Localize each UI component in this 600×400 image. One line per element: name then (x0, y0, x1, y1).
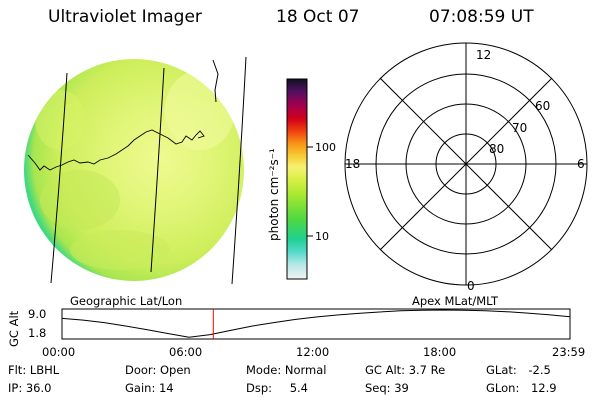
geographic-label: Geographic Lat/Lon (70, 294, 182, 308)
coastline (27, 129, 205, 171)
uv-image-disk (24, 59, 244, 281)
colorbar (286, 78, 313, 280)
time-label: 07:08:59 UT (429, 7, 534, 27)
info-dsp: Dsp: 5.4 (246, 381, 308, 395)
info-glat: GLat: -2.5 (486, 363, 551, 377)
polar-lat-60: 60 (535, 99, 550, 113)
date-label: 18 Oct 07 (276, 7, 360, 27)
info-ip: IP: 36.0 (8, 381, 52, 395)
altitude-ytick-low: 1.8 (28, 326, 46, 340)
polar-label-0: 0 (467, 279, 475, 293)
altitude-curve (61, 309, 571, 338)
info-door: Door: Open (125, 363, 191, 377)
xtick-0600: 06:00 (169, 345, 202, 359)
longitude-lines (50, 56, 247, 285)
info-glon: GLon: 12.9 (486, 381, 557, 395)
polar-label-6: 6 (577, 157, 585, 171)
polar-lat-80: 80 (489, 142, 504, 156)
colorbar-unit-label: photon cm⁻²s⁻¹ (267, 148, 281, 241)
polar-label-18: 18 (345, 157, 360, 171)
xtick-1800: 18:00 (423, 345, 456, 359)
colorbar-tick-10: 10 (315, 230, 329, 243)
altitude-ylabel: GC Alt (7, 310, 21, 347)
info-mode: Mode: Normal (246, 363, 327, 377)
xtick-0000: 00:00 (42, 345, 75, 359)
xtick-2359: 23:59 (552, 345, 585, 359)
altitude-ytick-high: 9.0 (28, 307, 46, 321)
colorbar-tick-100: 100 (315, 141, 336, 154)
info-flt: Flt: LBHL (8, 363, 60, 377)
altitude-plot (61, 308, 571, 340)
apex-label: Apex MLat/MLT (412, 294, 499, 308)
app-title: Ultraviolet Imager (48, 7, 202, 27)
xtick-1200: 12:00 (296, 345, 329, 359)
polar-grid (344, 42, 588, 286)
info-gc-alt: GC Alt: 3.7 Re (365, 363, 446, 377)
info-gain: Gain: 14 (125, 381, 174, 395)
info-seq: Seq: 39 (365, 381, 409, 395)
polar-label-12: 12 (476, 48, 491, 62)
polar-lat-70: 70 (512, 121, 527, 135)
